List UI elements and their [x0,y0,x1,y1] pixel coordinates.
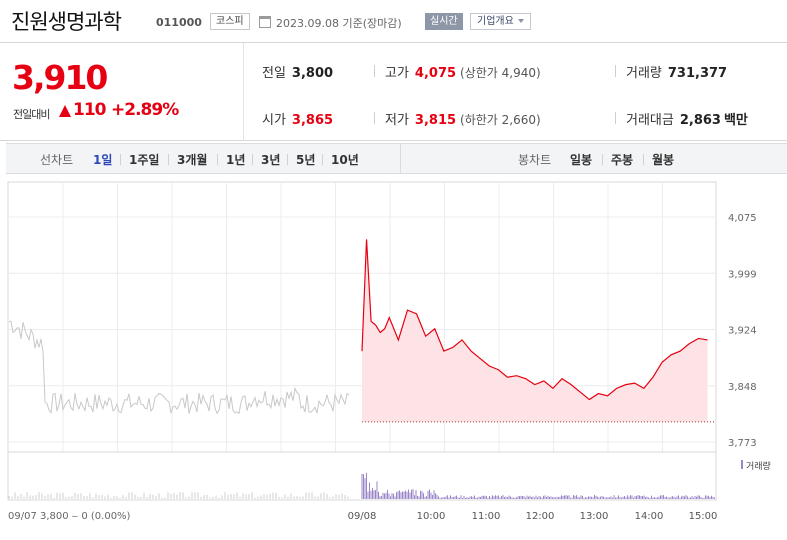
stat-amount-label: 거래대금 [626,113,674,128]
stock-code: 011000 [156,16,202,29]
price-area-fill [362,239,708,422]
tab-5year[interactable]: 5년 [296,153,316,167]
tab-weekly-candle[interactable]: 주봉 [611,153,634,167]
market-badge: 코스피 [210,13,250,30]
stat-open-value: 3,865 [291,113,334,128]
x-tick-label: 14:00 [635,511,664,522]
stat-high-label: 고가 [385,66,409,81]
price-chart: 4,075 3,999 3,924 3,848 3,773 거래량 09/07 3,80… [7,181,771,522]
price-summary: 3,910 전일대비 110 +2.89% [0,43,244,141]
divider [643,154,644,165]
stat-prev-value: 3,800 [291,66,334,81]
calendar-icon [259,16,271,28]
stat-volume: 거래량 731,377 [626,62,727,81]
tab-monthly-candle[interactable]: 월봉 [652,153,675,167]
y-tick-label: 4,075 [728,213,757,224]
change-label: 전일대비 [13,108,50,121]
divider [615,112,616,124]
stock-name: 진원생명과학 [11,10,122,34]
stat-high: 고가 4,075 (상한가 4,940) [385,62,541,81]
volume-frame [7,451,717,501]
tab-3month[interactable]: 3개월 [177,153,208,167]
tab-1year[interactable]: 1년 [226,153,246,167]
stock-header: 진원생명과학 011000 코스피 2023.09.08 기준(장마감) 실시간… [0,0,787,43]
company-overview-button[interactable]: 기업개요 [470,13,531,30]
stat-lower-limit: (하한가 2,660) [460,113,541,127]
chart-tabs: 선차트 1일 1주일 3개월 1년 3년 5년 10년 봉차트 일봉 주봉 월봉 [6,143,787,174]
x-axis: 09/07 3,800 ‒ 0 (0.00%) 09/08 10:00 11:00 12… [8,511,717,522]
x-tick-label: 13:00 [580,511,609,522]
y-tick-label: 3,924 [728,326,757,337]
prev-day-series [8,320,350,415]
price-series [361,239,708,401]
realtime-button[interactable]: 실시간 [425,13,463,30]
divider [287,154,288,165]
base-date: 2023.09.08 기준(장마감) [276,17,402,30]
prev-day-label: 09/07 3,800 ‒ 0 (0.00%) [8,511,131,522]
change-value: 110 [73,100,106,120]
stat-amount-unit: 백만 [723,113,748,128]
divider [374,65,375,77]
x-tick-label: 10:00 [417,511,446,522]
divider [120,154,121,165]
tab-10year[interactable]: 10년 [331,153,359,167]
y-tick-label: 3,773 [728,438,757,449]
stat-volume-value: 731,377 [667,66,728,81]
prev-day-line [8,320,350,415]
volume-legend-swatch [741,460,743,469]
stat-prev: 전일 3,800 [262,62,333,81]
divider [602,154,603,165]
stat-amount: 거래대금 2,863 백만 [626,109,748,128]
tab-daily-candle[interactable]: 일봉 [570,153,593,167]
divider [168,154,169,165]
current-price: 3,910 [12,58,108,97]
stat-low: 저가 3,815 (하한가 2,660) [385,109,541,128]
up-triangle-icon [59,105,71,117]
chevron-down-icon [517,19,524,23]
stat-amount-value: 2,863 [679,113,721,128]
x-tick-label: 11:00 [472,511,501,522]
stat-low-label: 저가 [385,113,409,128]
volume-chart: 거래량 [7,451,771,501]
divider [252,154,253,165]
divider [322,154,323,165]
stock-stats: 전일 3,800 고가 4,075 (상한가 4,940) 거래량 731,377 시가… [244,43,787,141]
x-tick-label: 12:00 [526,511,555,522]
divider [217,154,218,165]
stat-prev-label: 전일 [262,66,286,81]
stat-high-value: 4,075 [414,66,457,81]
stat-volume-label: 거래량 [626,66,662,81]
x-tick-label: 15:00 [689,511,718,522]
tab-1day[interactable]: 1일 [93,153,113,167]
volume-legend-label: 거래량 [746,460,771,472]
divider [615,65,616,77]
price-area [361,239,716,423]
company-overview-label: 기업개요 [477,16,514,27]
y-axis: 4,075 3,999 3,924 3,848 3,773 [728,213,757,449]
stat-open: 시가 3,865 [262,109,333,128]
change-percent: +2.89% [111,100,179,120]
stat-upper-limit: (상한가 4,940) [460,66,541,80]
stat-open-label: 시가 [262,113,286,128]
divider [374,112,375,124]
line-chart-label: 선차트 [40,153,74,167]
y-tick-label: 3,999 [728,269,757,280]
stat-low-value: 3,815 [414,113,457,128]
tab-3year[interactable]: 3년 [261,153,281,167]
x-tick-label: 09/08 [348,511,377,522]
tab-1week[interactable]: 1주일 [129,153,160,167]
y-tick-label: 3,848 [728,382,757,393]
candle-chart-label: 봉차트 [518,153,552,167]
tab-group-divider [400,144,401,173]
